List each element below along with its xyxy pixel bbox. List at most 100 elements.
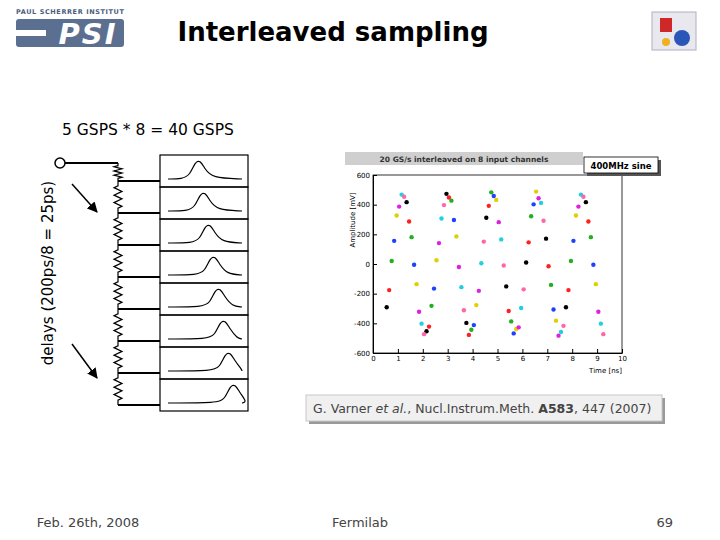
annotation-shadow [587, 160, 661, 176]
series [384, 192, 588, 334]
chart-title-box [345, 152, 583, 165]
data-point [397, 204, 401, 208]
points [384, 189, 605, 337]
annotation-box [584, 157, 658, 173]
data-point [559, 330, 563, 334]
x-axis-tick: 7 [546, 349, 550, 363]
x-axis-tick: 5 [496, 349, 500, 363]
delay-label: delays (200ps/8 = 25ps) [39, 181, 57, 365]
x-axis-tick-label: 5 [496, 355, 500, 363]
y-axis-tick: -200 [354, 290, 377, 298]
y-axis-tick: 600 [357, 172, 377, 180]
data-point [384, 305, 388, 309]
pulse [168, 161, 242, 179]
data-point [389, 259, 393, 263]
x-axis-tick: 1 [396, 349, 400, 363]
data-point [536, 196, 540, 200]
pulse [168, 321, 242, 339]
series [392, 194, 596, 336]
x-axis-tick-label: 7 [546, 355, 550, 363]
data-point [534, 189, 538, 193]
series [399, 192, 603, 334]
resistor [114, 163, 122, 181]
x-axis-tick-label: 10 [618, 355, 627, 363]
data-point [599, 321, 603, 325]
citation-part: , 447 (2007) [574, 401, 651, 416]
x-axis: 012345678910 [371, 349, 627, 363]
data-point [584, 200, 588, 204]
data-point [601, 332, 605, 336]
data-point [487, 204, 491, 208]
tap-line [118, 308, 160, 310]
channel-box [160, 347, 248, 379]
header: PAUL SCHERRER INSTITUTPSIInterleaved sam… [16, 8, 696, 51]
data-point [464, 321, 468, 325]
data-point [589, 235, 593, 239]
x-axis-tick: 4 [471, 349, 476, 363]
tap-line [118, 180, 160, 182]
data-point [581, 195, 585, 199]
data-point [564, 305, 568, 309]
data-point [414, 282, 418, 286]
data-point [469, 328, 473, 332]
series [397, 196, 601, 338]
title: Interleaved sampling [177, 17, 488, 47]
tap-line [118, 372, 160, 374]
data-point [497, 220, 501, 224]
data-point [409, 235, 413, 239]
y-axis-tick: 200 [357, 231, 377, 239]
data-point [432, 286, 436, 290]
citation-part: G. Varner [313, 401, 376, 416]
arrow [72, 184, 97, 212]
data-point [554, 318, 558, 322]
tap-line [118, 276, 160, 278]
data-point [472, 323, 476, 327]
data-point [434, 258, 438, 262]
citation-text: G. Varner et al., Nucl.Instrum.Meth. A58… [313, 401, 651, 416]
x-axis-tick: 2 [421, 349, 425, 363]
chart-title: 20 GS/s interleaved on 8 input channels [380, 155, 549, 164]
pulse [168, 257, 242, 275]
data-point [407, 219, 411, 223]
data-point [539, 201, 543, 205]
diagram: 5 GSPS * 8 = 40 GSPSdelays (200ps/8 = 25… [39, 121, 248, 411]
logo: PSI [59, 17, 118, 51]
data-point [492, 194, 496, 198]
resistor [114, 277, 122, 309]
data-point [504, 284, 508, 288]
y-axis-tick: -400 [354, 320, 377, 328]
data-point [459, 285, 463, 289]
x-axis-tick-mark [522, 349, 523, 353]
x-axis-tick-label: 6 [521, 355, 526, 363]
data-point [509, 319, 513, 323]
data-point [571, 239, 575, 243]
arrow [72, 344, 97, 378]
y-axis-tick-mark [373, 234, 377, 235]
data-point [429, 304, 433, 308]
data-point [419, 321, 423, 325]
y-axis: -600-400-2000200400600 [354, 172, 377, 358]
chart: 20 GS/s interleaved on 8 input channels 0… [343, 150, 661, 378]
data-point [394, 213, 398, 217]
y-axis-tick-mark [373, 353, 377, 354]
right-logo-dot2 [662, 38, 670, 46]
data-point [442, 203, 446, 207]
data-point [507, 309, 511, 313]
data-point [437, 241, 441, 245]
x-axis-tick: 8 [570, 349, 574, 363]
data-point [591, 263, 595, 267]
pulse [168, 385, 245, 403]
data-point [417, 310, 421, 314]
pulse [168, 289, 242, 307]
y-axis-title: Amplitude [mV] [349, 192, 357, 247]
footer-date: Feb. 26th, 2008 [37, 515, 140, 530]
data-point [541, 218, 545, 222]
input-node [55, 158, 65, 168]
chart-background [343, 150, 633, 378]
data-point [511, 331, 515, 335]
data-point [474, 303, 478, 307]
x-axis-tick-label: 0 [371, 355, 375, 363]
tap-line [118, 404, 160, 406]
data-point [404, 200, 408, 204]
x-axis-line [374, 353, 623, 354]
